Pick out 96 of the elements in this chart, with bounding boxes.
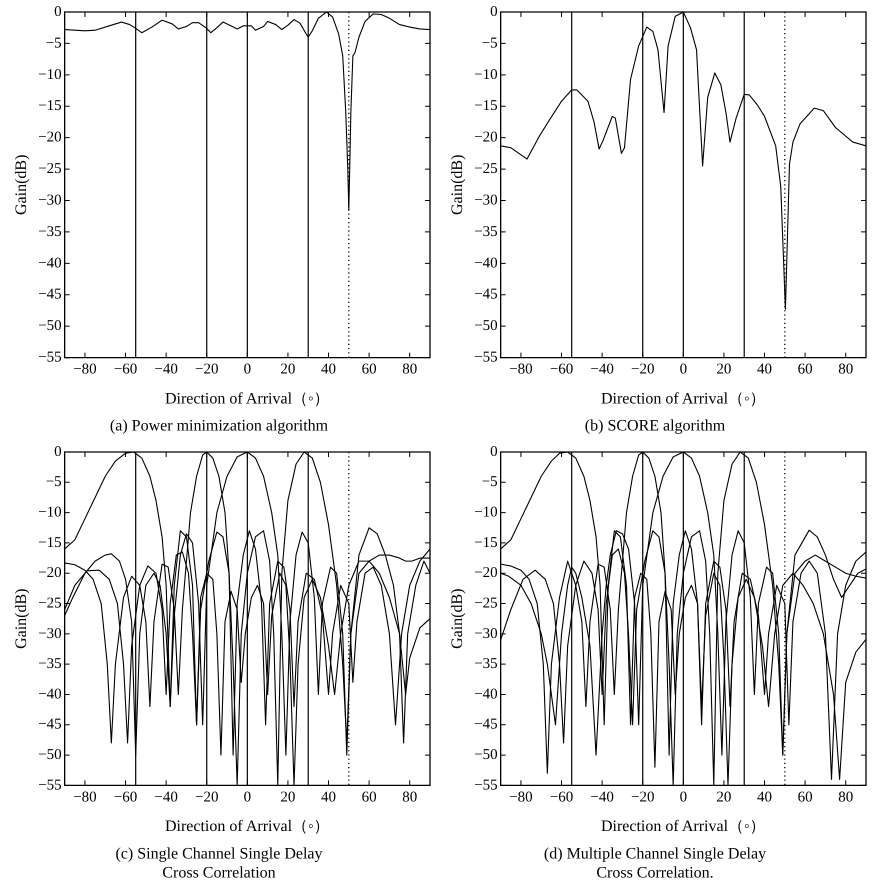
x-tick-label: −20 <box>195 789 218 806</box>
y-tick-label: −10 <box>474 504 498 521</box>
x-tick-label: 0 <box>244 362 252 378</box>
x-tick-label: −60 <box>550 362 574 378</box>
y-tick-label: −40 <box>474 686 498 702</box>
x-tick-label: 0 <box>680 362 688 378</box>
x-tick-label: −20 <box>631 789 654 806</box>
y-tick-label: −30 <box>38 626 62 642</box>
x-tick-label: 20 <box>280 789 296 806</box>
x-tick-label: −80 <box>509 362 533 378</box>
y-tick-label: −25 <box>474 595 498 612</box>
x-tick-label: −40 <box>590 362 614 378</box>
y-tick-label: −15 <box>474 98 498 114</box>
x-tick-label: 60 <box>798 362 813 378</box>
y-tick-label: −35 <box>474 656 498 672</box>
y-tick-label: −50 <box>474 318 498 334</box>
x-tick-label: −40 <box>590 789 614 806</box>
y-tick-label: −15 <box>474 534 498 551</box>
y-tick-label: −35 <box>38 224 62 240</box>
y-tick-label: −10 <box>38 504 62 521</box>
x-tick-label: 80 <box>402 362 418 378</box>
y-tick-label: −5 <box>482 35 498 52</box>
y-tick-label: −35 <box>38 656 62 672</box>
y-tick-label: −20 <box>38 565 62 582</box>
y-tick-label: −25 <box>38 161 62 178</box>
y-tick-label: −40 <box>38 686 62 702</box>
text: (c) Single Channel Single Delay Cross Correlation <box>115 845 323 882</box>
x-tick-label: 80 <box>838 789 854 806</box>
y-tick-label: −20 <box>474 565 498 582</box>
x-tick-label: 0 <box>680 789 688 806</box>
y-tick-label: −50 <box>38 747 62 764</box>
y-axis-title: Gain(dB) <box>448 154 466 216</box>
text: (b) SCORE algorithm <box>584 418 726 435</box>
y-tick-label: −30 <box>474 192 498 208</box>
y-tick-label: −55 <box>38 777 62 794</box>
x-axis-title: Direction of Arrival（◦） <box>164 390 330 408</box>
x-tick-label: −40 <box>154 362 178 378</box>
y-axis-title: Gain(dB) <box>12 154 30 216</box>
y-tick-label: −35 <box>474 224 498 240</box>
y-tick-label: −50 <box>38 318 62 334</box>
y-axis-title: Gain(dB) <box>12 588 30 649</box>
x-tick-label: 20 <box>716 789 732 806</box>
y-tick-label: −45 <box>474 286 498 303</box>
y-axis-title: Gain(dB) <box>448 588 466 649</box>
y-tick-label: −10 <box>474 66 498 83</box>
x-tick-label: 20 <box>716 362 732 378</box>
y-tick-label: 0 <box>54 4 62 20</box>
x-tick-label: −60 <box>550 789 574 806</box>
y-tick-label: −45 <box>38 286 62 303</box>
x-tick-label: 40 <box>757 362 772 378</box>
y-tick-label: −25 <box>474 161 498 178</box>
x-tick-label: 40 <box>757 789 772 806</box>
x-tick-label: −80 <box>73 789 97 806</box>
y-tick-label: −20 <box>38 130 62 146</box>
x-tick-label: 80 <box>402 789 418 806</box>
x-tick-label: 40 <box>321 362 336 378</box>
x-tick-label: −40 <box>154 789 178 806</box>
y-tick-label: 0 <box>490 444 498 460</box>
x-tick-label: 60 <box>362 789 377 806</box>
y-tick-label: −40 <box>38 255 62 272</box>
x-tick-label: 60 <box>798 789 813 806</box>
y-tick-label: −5 <box>482 474 498 490</box>
x-axis-title: Direction of Arrival（◦） <box>600 390 766 408</box>
x-tick-label: 0 <box>244 789 252 806</box>
x-tick-label: 80 <box>838 362 854 378</box>
y-tick-label: −40 <box>474 255 498 272</box>
x-tick-label: −60 <box>114 362 138 378</box>
y-tick-label: −15 <box>38 98 62 114</box>
y-tick-label: −55 <box>474 777 498 794</box>
y-tick-label: −5 <box>46 35 62 52</box>
x-tick-label: −20 <box>631 362 654 378</box>
x-tick-label: 20 <box>280 362 296 378</box>
y-tick-label: −55 <box>474 350 498 366</box>
y-tick-label: 0 <box>54 444 62 460</box>
y-tick-label: −15 <box>38 534 62 551</box>
text: (a) Power minimization algorithm <box>110 418 329 435</box>
y-tick-label: −30 <box>38 192 62 208</box>
y-tick-label: −10 <box>38 66 62 83</box>
x-tick-label: −20 <box>195 362 218 378</box>
y-tick-label: −25 <box>38 595 62 612</box>
x-tick-label: 60 <box>362 362 377 378</box>
x-tick-label: −60 <box>114 789 138 806</box>
y-tick-label: −50 <box>474 747 498 764</box>
y-tick-label: −20 <box>474 130 498 146</box>
y-tick-label: −45 <box>38 716 62 733</box>
x-tick-label: 40 <box>321 789 336 806</box>
text: (d) Multiple Channel Single Delay Cross Correlation. <box>544 845 766 882</box>
x-tick-label: −80 <box>509 789 533 806</box>
y-tick-label: −45 <box>474 716 498 733</box>
y-tick-label: −5 <box>46 474 62 490</box>
x-axis-title: Direction of Arrival（◦） <box>164 818 330 836</box>
x-axis-title: Direction of Arrival（◦） <box>600 818 766 836</box>
y-tick-label: 0 <box>490 4 498 20</box>
y-tick-label: −55 <box>38 350 62 366</box>
y-tick-label: −30 <box>474 626 498 642</box>
x-tick-label: −80 <box>73 362 97 378</box>
